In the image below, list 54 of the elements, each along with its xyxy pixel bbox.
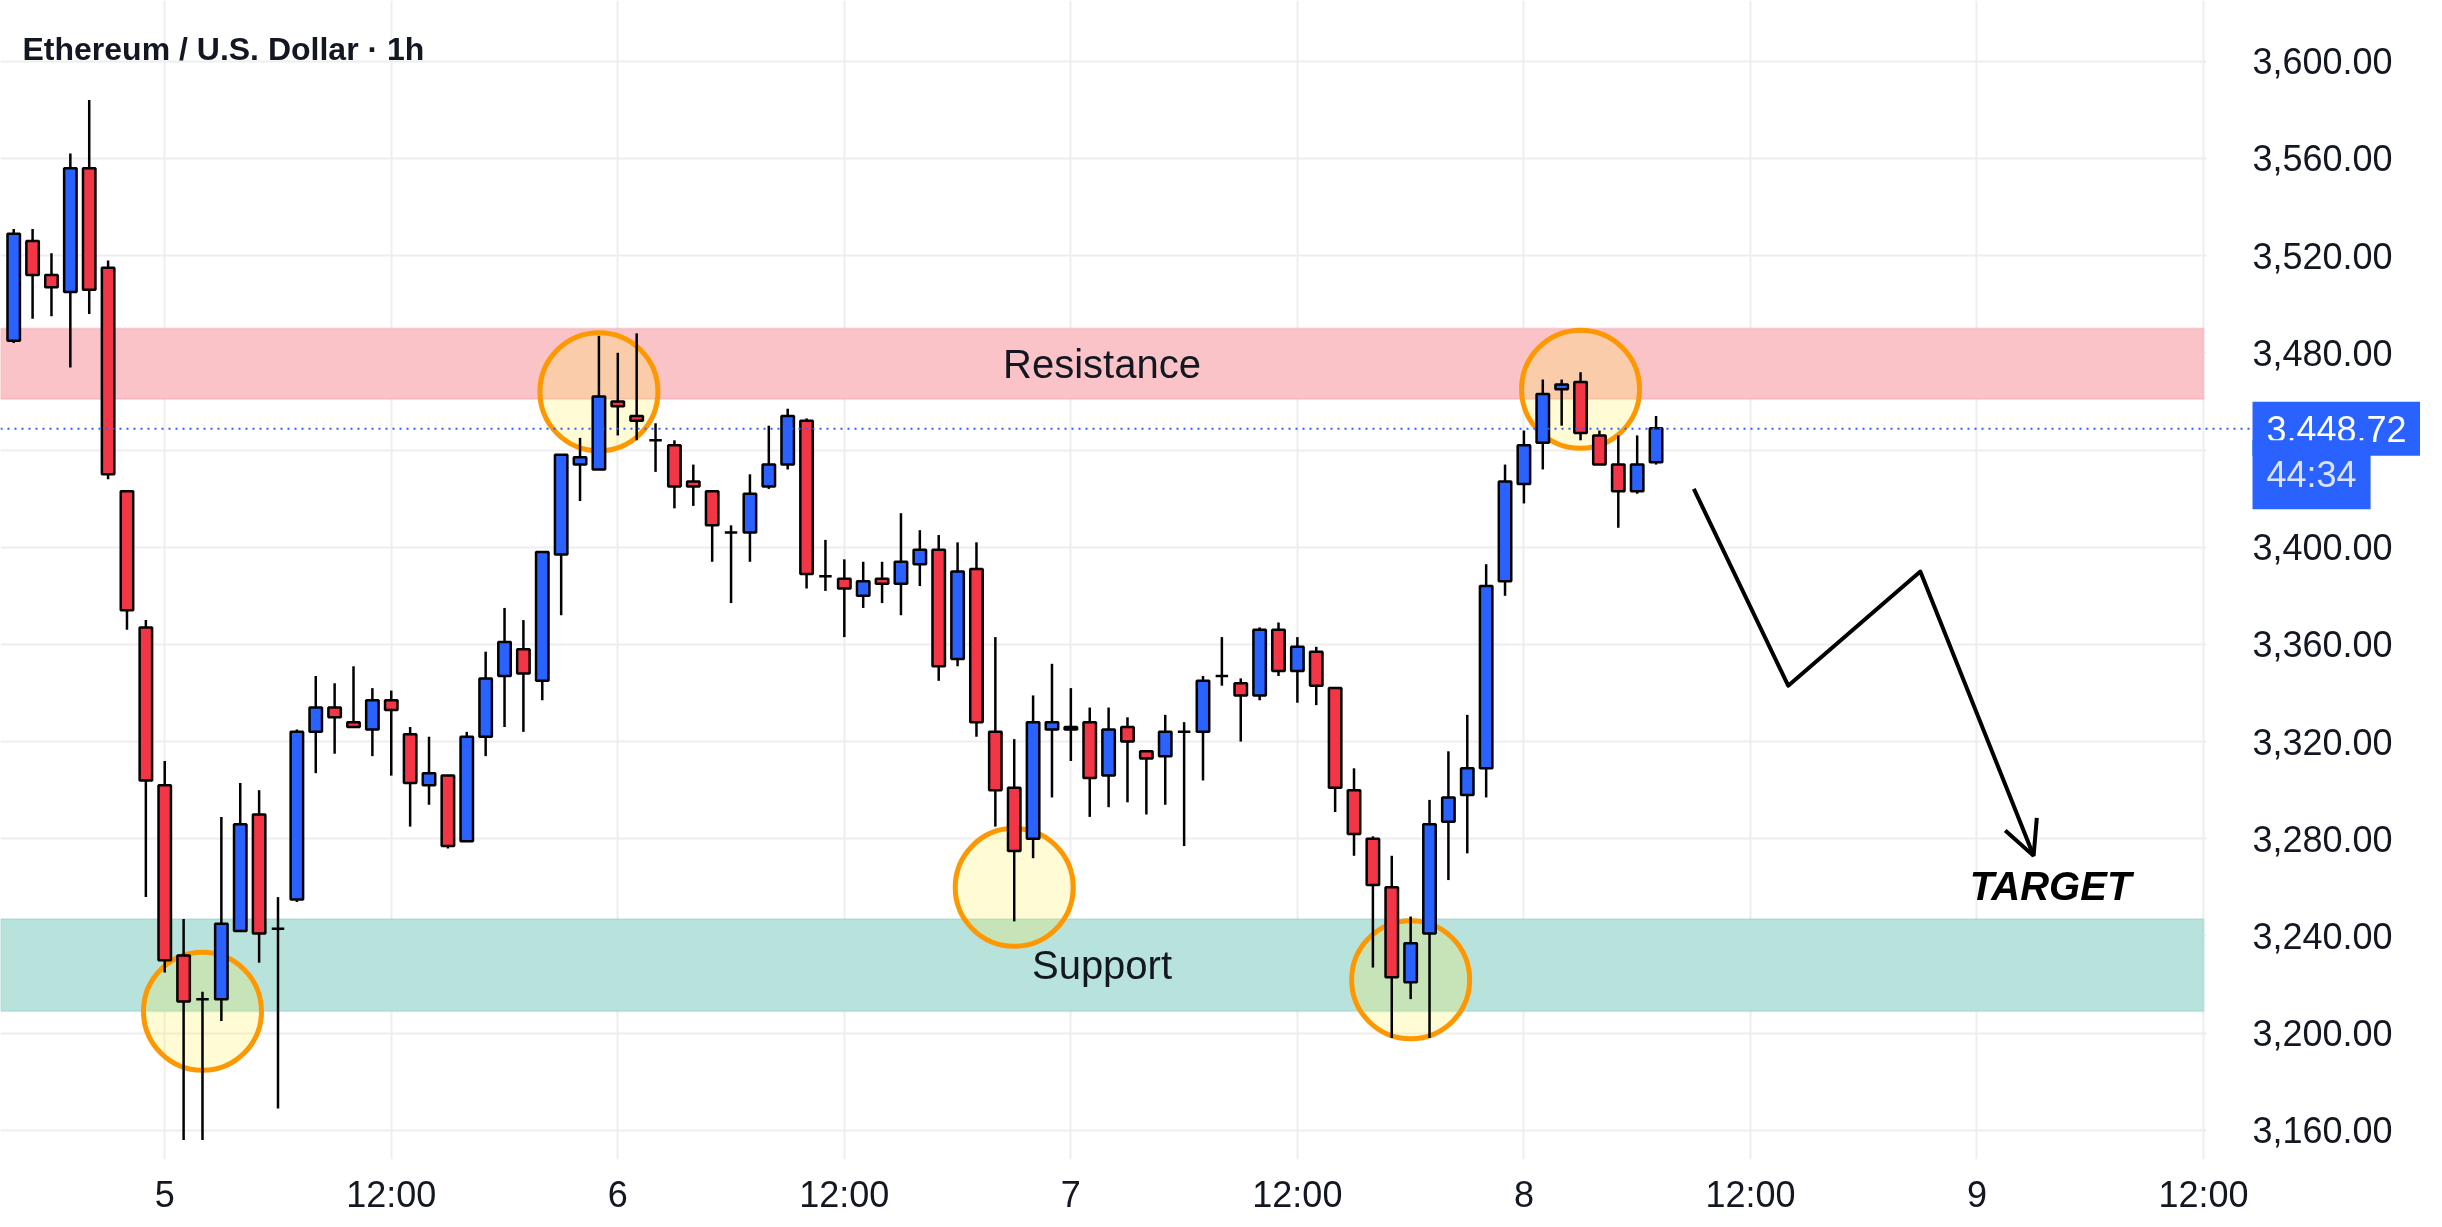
y-tick-label: 3,200.00 (2252, 1013, 2393, 1055)
candlestick (912, 528, 928, 588)
candlestick (855, 560, 871, 610)
x-tick-label: 8 (1513, 1173, 1534, 1215)
candlestick (629, 332, 645, 442)
candlestick (874, 560, 890, 605)
candlestick (836, 558, 852, 639)
candlestick (610, 351, 626, 437)
y-tick-label: 3,160.00 (2252, 1110, 2393, 1152)
candlestick (685, 463, 701, 508)
text: 44:34 (2266, 454, 2357, 496)
candlestick (648, 422, 664, 474)
y-tick-label: 3,360.00 (2252, 624, 2393, 666)
candlestick (1063, 686, 1079, 763)
candlestick (346, 665, 361, 729)
band-label: Resistance (1003, 341, 1201, 386)
candlestick (1044, 662, 1060, 799)
x-tick-label: 12:00 (2158, 1173, 2249, 1215)
text: Ethereum / U.S. Dollar · 1h (22, 30, 425, 67)
x-tick-label: 9 (1966, 1173, 1987, 1215)
candlestick (327, 682, 343, 755)
x-tick-label: 5 (154, 1173, 175, 1215)
candlestick (195, 990, 210, 1142)
y-tick-label: 3,240.00 (2252, 915, 2393, 957)
y-tick-label: 3,600.00 (2252, 41, 2393, 83)
legend-label: TARGET (1969, 863, 2135, 908)
y-tick-label: 3,560.00 (2252, 138, 2393, 180)
candlestick (1233, 677, 1249, 743)
y-tick-label: 3,400.00 (2252, 527, 2393, 569)
x-tick-label: 12:00 (1705, 1173, 1796, 1215)
candlestick (723, 524, 739, 605)
x-tick-label: 6 (607, 1173, 628, 1215)
y-tick-label: 3,520.00 (2252, 235, 2393, 277)
ref-line-label: 3,448.72 (2266, 408, 2407, 450)
x-tick-label: 12:00 (1252, 1173, 1343, 1215)
candlestick (1138, 750, 1154, 816)
candlestick (1120, 716, 1135, 804)
candlestick (270, 895, 286, 1110)
candlestick (572, 436, 588, 503)
x-tick-label: 7 (1060, 1173, 1081, 1215)
x-tick-label: 12:00 (799, 1173, 890, 1215)
candlestick (817, 538, 833, 593)
y-tick-label: 3,320.00 (2252, 721, 2393, 763)
candlestick (1176, 720, 1192, 848)
candlestick (1554, 378, 1570, 427)
y-tick-label: 3,480.00 (2252, 332, 2393, 374)
candlestick (893, 511, 909, 617)
y-tick-label: 3,280.00 (2252, 818, 2393, 860)
candlestick (43, 251, 59, 318)
x-tick-label: 12:00 (346, 1173, 437, 1215)
band-label: Support (1031, 943, 1173, 988)
candlestick (421, 735, 437, 806)
candlestick (1214, 635, 1230, 687)
candlestick (383, 689, 399, 777)
